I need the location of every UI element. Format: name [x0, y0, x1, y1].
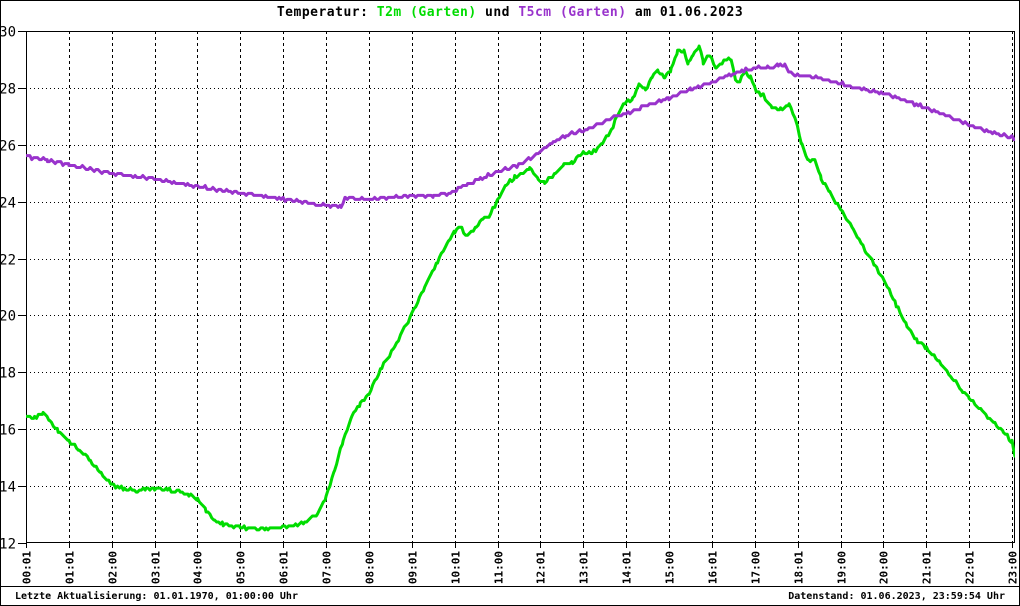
x-axis-label: 11:00: [493, 551, 506, 584]
x-axis-label: 18:01: [793, 551, 806, 584]
y-axis-label: 14: [1, 480, 16, 496]
status-last-update: Letzte Aktualisierung: 01.01.1970, 01:00…: [15, 590, 298, 602]
x-axis-label: 03:01: [150, 551, 163, 584]
y-axis-label: 28: [1, 82, 16, 98]
x-axis-label: 19:00: [836, 551, 849, 584]
x-axis-label: 14:01: [621, 551, 634, 584]
y-axis-label: 18: [1, 366, 16, 382]
x-axis-label: 05:00: [235, 551, 248, 584]
x-axis-label: 23:00: [1007, 551, 1020, 584]
y-axis-label: 20: [1, 309, 16, 325]
axis-ticks: [18, 31, 1013, 548]
x-axis-label: 21:01: [921, 551, 934, 584]
y-axis-label: 12: [1, 537, 16, 553]
plot-border: [26, 31, 1015, 543]
y-axis-label: 30: [1, 25, 16, 41]
y-axis-label: 22: [1, 253, 16, 269]
y-axis-label: 24: [1, 196, 16, 212]
x-axis-label: 16:01: [707, 551, 720, 584]
chart-title: Temperatur: T2m (Garten) und T5cm (Garte…: [1, 5, 1019, 20]
x-axis-label: 02:00: [107, 551, 120, 584]
chart-title-connector: und: [476, 5, 519, 20]
x-axis-label: 10:01: [450, 551, 463, 584]
x-axis-label: 01:01: [64, 551, 77, 584]
chart-title-prefix: Temperatur:: [276, 5, 377, 20]
x-axis-label: 20:00: [878, 551, 891, 584]
grid-lines: [26, 31, 1015, 543]
x-axis-label: 07:00: [321, 551, 334, 584]
chart-title-series2: T5cm (Garten): [518, 5, 627, 20]
chart-title-series1: T2m (Garten): [376, 5, 477, 20]
axis-labels: 12 14 16 18 20 22 24 26 28 30 00:01 01:01 02:00 03:01…: [1, 25, 1020, 585]
x-axis-label: 08:00: [364, 551, 377, 584]
chart-title-suffix: am 01.06.2023: [626, 5, 744, 20]
x-axis-label: 13:01: [578, 551, 591, 584]
x-axis-label: 17:00: [750, 551, 763, 584]
series-lines: [26, 44, 1015, 532]
status-data-timestamp: Datenstand: 01.06.2023, 23:59:54 Uhr: [788, 590, 1005, 602]
x-axis-label: 15:00: [664, 551, 677, 584]
temperature-plot: 12 14 16 18 20 22 24 26 28 30 00:01 01:01 02:00 03:01…: [1, 25, 1020, 585]
x-axis-label: 00:01: [21, 551, 34, 584]
t2m-series-line: [26, 44, 1015, 532]
x-axis-label: 06:01: [278, 551, 291, 584]
y-axis-label: 26: [1, 139, 16, 155]
x-axis-label: 09:01: [407, 551, 420, 584]
y-axis-label: 16: [1, 423, 16, 439]
status-bar: Letzte Aktualisierung: 01.01.1970, 01:00…: [1, 586, 1019, 605]
x-axis-label: 12:01: [535, 551, 548, 584]
t5cm-series-line: [26, 62, 1015, 209]
x-axis-label: 22:01: [964, 551, 977, 584]
x-axis-label: 04:00: [192, 551, 205, 584]
